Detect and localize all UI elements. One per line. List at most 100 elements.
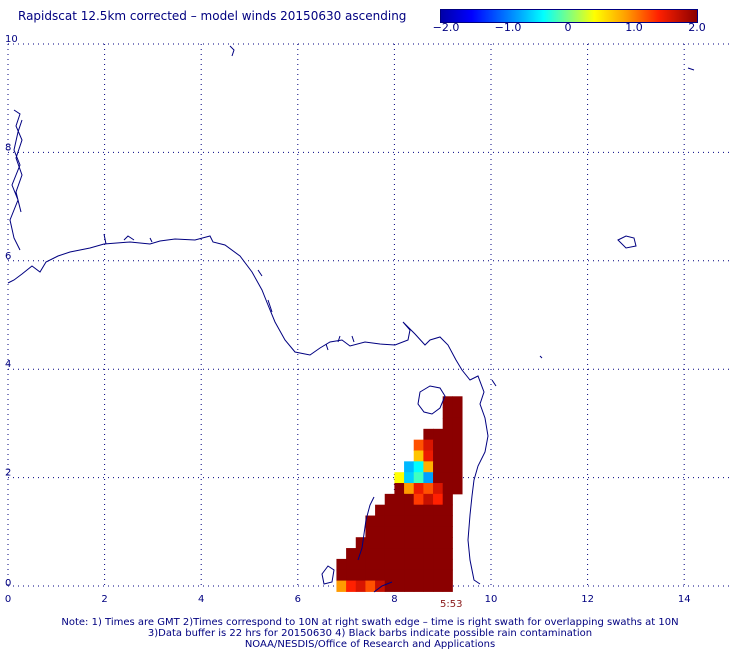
swath-cell xyxy=(384,504,395,517)
swath-cell xyxy=(433,472,444,484)
swath-cell xyxy=(433,493,444,506)
swath-cell xyxy=(423,439,434,451)
swath-cell xyxy=(442,569,453,582)
swath-cell xyxy=(442,537,453,549)
swath-cell xyxy=(442,483,453,495)
swath-cell xyxy=(433,450,444,462)
swath-cell xyxy=(452,396,463,408)
swath-cell xyxy=(404,580,415,592)
swath-cell xyxy=(413,450,424,462)
swath-cell xyxy=(452,450,463,462)
swath-cell xyxy=(365,558,376,571)
swath-cell xyxy=(433,515,444,527)
colorbar-tick-label: 1.0 xyxy=(625,21,643,34)
swath-cell xyxy=(384,515,395,527)
swath-cell xyxy=(394,548,405,560)
swath-cell xyxy=(423,558,434,571)
swath-cell xyxy=(375,515,386,527)
swath-cell xyxy=(452,417,463,430)
x-tick-label: 8 xyxy=(391,594,397,605)
swath-cell xyxy=(433,558,444,571)
swath-cell xyxy=(413,439,424,451)
swath-cell xyxy=(394,558,405,571)
swath-cell xyxy=(442,548,453,560)
coastline-south-island xyxy=(321,565,335,585)
swath-cell xyxy=(423,428,434,441)
swath-cell xyxy=(394,483,405,495)
x-tick-label: 4 xyxy=(198,594,204,605)
swath-cell xyxy=(394,493,405,506)
swath-cell xyxy=(413,515,424,527)
x-tick-label: 6 xyxy=(295,594,301,605)
coastline-bay-island xyxy=(417,385,446,415)
coastline-western-islands xyxy=(9,109,23,251)
swath-cell xyxy=(423,450,434,462)
swath-cell xyxy=(365,537,376,549)
swath-cell xyxy=(442,526,453,538)
swath-cell xyxy=(355,537,366,549)
swath-cell xyxy=(423,569,434,582)
colorbar-tick-label: −2.0 xyxy=(432,21,460,34)
swath-cell xyxy=(413,526,424,538)
swath-cell xyxy=(346,569,357,582)
colorbar-tick-label: 0 xyxy=(564,21,572,34)
swath-cell xyxy=(433,439,444,451)
swath-cell xyxy=(413,461,424,473)
swath-cell xyxy=(384,580,395,592)
x-tick-label: 12 xyxy=(581,594,594,605)
swath-cell xyxy=(365,515,376,527)
x-tick-label: 10 xyxy=(485,594,498,605)
swath-cell xyxy=(375,537,386,549)
swath-cell xyxy=(452,472,463,484)
colorbar xyxy=(440,9,698,23)
swath-cell xyxy=(365,548,376,560)
swath-cell xyxy=(442,558,453,571)
swath-cell xyxy=(404,472,415,484)
swath-cell xyxy=(442,515,453,527)
colorbar-tick-label: 2.0 xyxy=(688,21,706,34)
swath-cell xyxy=(404,537,415,549)
swath-cell xyxy=(452,483,463,495)
swath-cell xyxy=(336,580,347,592)
swath-cell xyxy=(442,472,453,484)
swath-cell xyxy=(423,472,434,484)
footnote-line-3: NOAA/NESDIS/Office of Research and Appli… xyxy=(244,639,496,650)
swath-cell xyxy=(413,580,424,592)
swath-cell xyxy=(365,526,376,538)
y-tick-label: 2 xyxy=(5,468,11,479)
swath-cell xyxy=(355,569,366,582)
swath-cell xyxy=(442,428,453,441)
coastline xyxy=(7,45,695,593)
swath-cell xyxy=(442,396,453,408)
swath-cell xyxy=(384,537,395,549)
swath-cell xyxy=(355,580,366,592)
swath-cell xyxy=(404,493,415,506)
swath-cell xyxy=(413,558,424,571)
swath-cell xyxy=(404,569,415,582)
swath-cell xyxy=(452,439,463,451)
swath-cell xyxy=(365,569,376,582)
swath-cell xyxy=(404,461,415,473)
swath-cell xyxy=(384,493,395,506)
swath-cell xyxy=(394,569,405,582)
swath-cell xyxy=(394,537,405,549)
swath-cell xyxy=(404,504,415,517)
x-tick-label: 2 xyxy=(101,594,107,605)
swath-cell xyxy=(336,558,347,571)
swath-cell xyxy=(433,526,444,538)
swath-cell xyxy=(404,515,415,527)
coastline-inlet-marks xyxy=(103,233,543,387)
swath-cell xyxy=(394,526,405,538)
wind-difference-swath xyxy=(336,396,463,592)
y-tick-label: 10 xyxy=(5,34,18,45)
swath-time-label: 5:53 xyxy=(440,599,463,610)
y-tick-label: 0 xyxy=(5,578,11,589)
swath-cell xyxy=(433,580,444,592)
swath-cell xyxy=(452,461,463,473)
coastline-southern-shore xyxy=(357,496,393,593)
swath-cell xyxy=(423,526,434,538)
swath-cell xyxy=(384,526,395,538)
swath-cell xyxy=(423,515,434,527)
swath-cell xyxy=(404,526,415,538)
